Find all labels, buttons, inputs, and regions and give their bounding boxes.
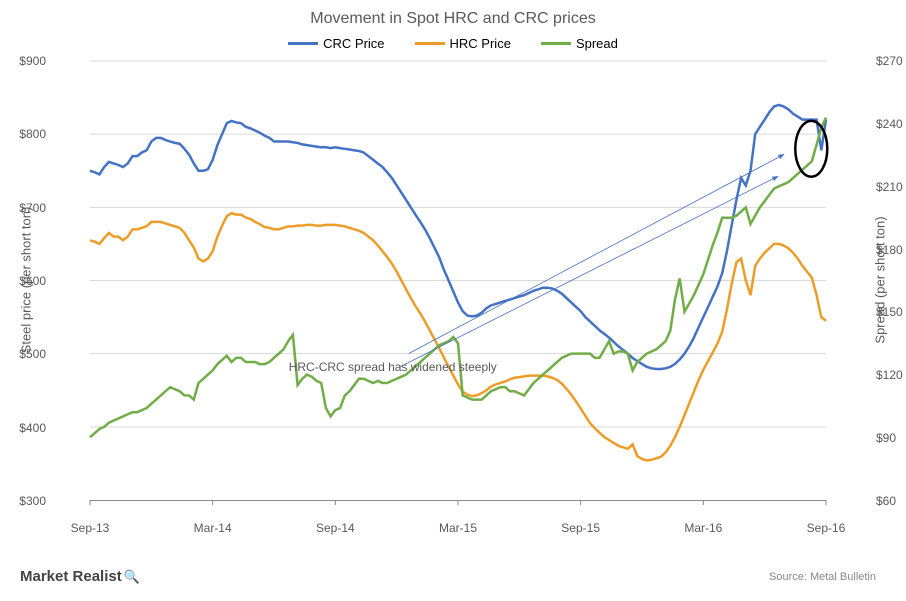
y-right-tick-label: $90 xyxy=(876,431,896,445)
y-right-tick-label: $180 xyxy=(876,243,903,257)
legend-swatch-crc xyxy=(288,42,318,45)
legend-label-crc: CRC Price xyxy=(323,36,384,51)
magnifier-icon: 🔍 xyxy=(124,569,140,585)
y-left-tick-label: $700 xyxy=(19,201,46,215)
x-tick-label: Sep-15 xyxy=(561,521,600,535)
legend-swatch-hrc xyxy=(415,42,445,45)
legend-swatch-spread xyxy=(541,42,571,45)
y-left-tick-label: $400 xyxy=(19,421,46,435)
y-left-tick-label: $900 xyxy=(19,54,46,68)
tick-marks xyxy=(90,500,826,505)
y-left-tick-label: $600 xyxy=(19,274,46,288)
legend-item-crc: CRC Price xyxy=(288,36,384,51)
plot-area-wrapper: $300$400$500$600$700$800$900 $60$90$120$… xyxy=(90,61,826,501)
y-right-tick-label: $120 xyxy=(876,368,903,382)
x-tick-label: Sep-16 xyxy=(807,521,846,535)
y-left-tick-label: $800 xyxy=(19,127,46,141)
y-right-tick-label: $210 xyxy=(876,180,903,194)
footer-brand-text: Market Realist xyxy=(20,568,122,585)
legend: CRC Price HRC Price Spread xyxy=(20,36,886,51)
y-right-tick-label: $240 xyxy=(876,117,903,131)
chart-container: Movement in Spot HRC and CRC prices CRC … xyxy=(20,10,886,550)
y-left-tick-label: $500 xyxy=(19,347,46,361)
legend-label-hrc: HRC Price xyxy=(450,36,511,51)
y-right-tick-label: $60 xyxy=(876,494,896,508)
y-axis-right-title: Spread (per short ton) xyxy=(873,216,888,343)
arrow-line-2 xyxy=(399,176,778,367)
x-tick-label: Mar-14 xyxy=(194,521,232,535)
legend-item-hrc: HRC Price xyxy=(415,36,511,51)
y-left-tick-label: $300 xyxy=(19,494,46,508)
source-text: Source: Metal Bulletin xyxy=(769,571,876,583)
line-hrc-price xyxy=(90,213,826,460)
footer-brand: Market Realist 🔍 xyxy=(20,568,140,585)
x-tick-label: Mar-15 xyxy=(439,521,477,535)
annotation-arrow xyxy=(399,154,784,367)
y-right-tick-label: $270 xyxy=(876,54,903,68)
x-tick-label: Sep-14 xyxy=(316,521,355,535)
y-right-tick-label: $150 xyxy=(876,305,903,319)
legend-item-spread: Spread xyxy=(541,36,618,51)
x-tick-label: Mar-16 xyxy=(684,521,722,535)
chart-title: Movement in Spot HRC and CRC prices xyxy=(20,10,886,28)
line-spread xyxy=(90,117,826,437)
x-tick-label: Sep-13 xyxy=(71,521,110,535)
legend-label-spread: Spread xyxy=(576,36,618,51)
arrow-line-1 xyxy=(409,154,784,353)
plot-area xyxy=(90,61,826,501)
annotation-text: HRC-CRC spread has widened steeply xyxy=(289,360,497,374)
